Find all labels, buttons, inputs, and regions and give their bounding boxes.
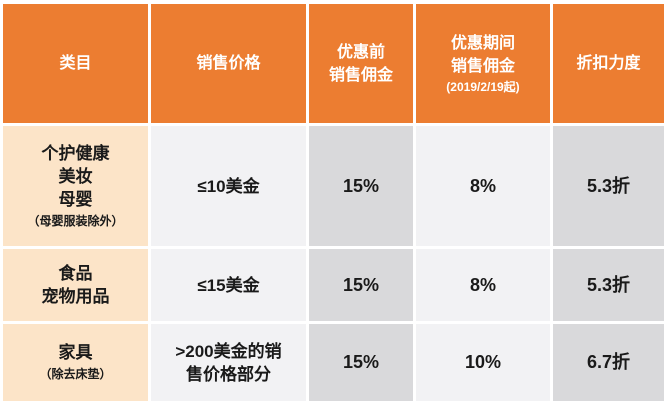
header-price: 销售价格	[151, 4, 306, 123]
category-line: 美妆	[58, 166, 93, 186]
header-price-label: 销售价格	[196, 55, 261, 72]
before-commission-cell: 15%	[309, 324, 413, 401]
category-cell: 家具 （除去床垫）	[3, 324, 148, 401]
header-before: 优惠前 销售佣金	[309, 4, 413, 123]
category-cell: 食品 宠物用品	[3, 249, 148, 321]
header-before-line2: 销售佣金	[328, 66, 393, 84]
before-commission-value: 15%	[342, 274, 380, 295]
during-commission-cell: 8%	[416, 126, 550, 246]
header-discount: 折扣力度	[553, 4, 664, 123]
category-note: （母婴服装除外）	[27, 213, 124, 228]
header-category: 类目	[3, 4, 148, 123]
price-line: ≤10美金	[197, 176, 260, 196]
header-during-line2: 销售佣金	[450, 57, 515, 75]
header-during-note: (2019/2/19起)	[446, 79, 520, 94]
during-commission-cell: 10%	[416, 324, 550, 401]
category-line: 食品	[58, 264, 93, 283]
category-cell: 个护健康美妆母婴 （母婴服装除外）	[3, 126, 148, 246]
before-commission-value: 15%	[342, 175, 380, 196]
before-commission-value: 15%	[342, 352, 380, 372]
during-commission-value: 10%	[464, 352, 502, 372]
discount-cell: 5.3折	[553, 126, 664, 246]
category-note: （除去床垫）	[39, 367, 112, 381]
header-before-line1: 优惠前	[336, 43, 385, 61]
discount-value: 5.3折	[586, 175, 631, 196]
during-commission-value: 8%	[469, 274, 496, 295]
category-line: 个护健康	[41, 143, 110, 163]
during-commission-value: 8%	[469, 175, 496, 196]
category-line: 家具	[58, 343, 93, 362]
header-discount-label: 折扣力度	[576, 55, 641, 72]
price-line: ≤15美金	[197, 275, 260, 295]
price-line: 售价格部分	[186, 364, 271, 384]
header-during-line1: 优惠期间	[450, 34, 515, 52]
before-commission-cell: 15%	[309, 249, 413, 321]
discount-cell: 5.3折	[553, 249, 664, 321]
price-cell: ≤10美金	[151, 126, 306, 246]
during-commission-cell: 8%	[416, 249, 550, 321]
category-line: 宠物用品	[41, 287, 110, 306]
header-category-label: 类目	[59, 55, 92, 72]
category-line: 母婴	[58, 189, 93, 209]
price-cell: ≤15美金	[151, 249, 306, 321]
price-cell: >200美金的销 售价格部分	[151, 324, 306, 401]
discount-value: 5.3折	[586, 274, 631, 295]
header-during: 优惠期间 销售佣金 (2019/2/19起)	[416, 4, 550, 123]
discount-cell: 6.7折	[553, 324, 664, 401]
before-commission-cell: 15%	[309, 126, 413, 246]
price-line: >200美金的销	[175, 341, 282, 361]
commission-table: 类目 销售价格 优惠前 销售佣金 优惠期间 销售佣金 (2019/2/19起) …	[3, 4, 664, 401]
discount-value: 6.7折	[586, 352, 631, 372]
